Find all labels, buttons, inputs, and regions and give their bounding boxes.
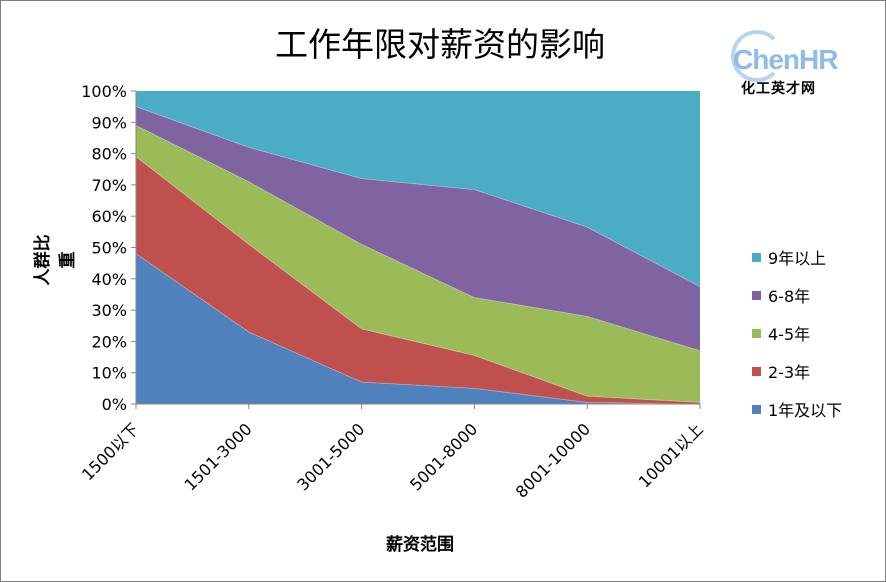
- y-tick-label: 90%: [91, 113, 127, 132]
- chenhr-logo: ChenHR 化工英才网: [727, 30, 867, 100]
- y-tick-label: 20%: [91, 332, 127, 351]
- chart-legend: 9年以上 6-8年 4-5年 2-3年 1年及以下: [752, 238, 842, 428]
- area-series-5: [136, 91, 700, 287]
- logo-subtitle: 化工英才网: [741, 81, 816, 97]
- y-tick-label: 30%: [91, 301, 127, 320]
- legend-item: 4-5年: [752, 314, 842, 352]
- legend-swatch: [752, 404, 761, 414]
- x-tick-label: 10001以上: [635, 419, 707, 491]
- chart-title: 工作年限对薪资的影响: [275, 25, 605, 64]
- y-tick-label: 40%: [91, 270, 127, 289]
- y-tick-label: 80%: [91, 145, 127, 164]
- area-series-2: [136, 156, 700, 404]
- legend-item: 9年以上: [752, 238, 842, 276]
- series-boundary-line: [135, 156, 701, 403]
- y-tick-label: 60%: [91, 207, 127, 226]
- logo-text: ChenHR: [733, 44, 838, 75]
- y-tick-label: 10%: [91, 364, 127, 383]
- legend-label: 9年以上: [768, 249, 827, 268]
- legend-label: 2-3年: [768, 363, 811, 382]
- x-axis-title: 薪资范围: [386, 535, 454, 555]
- area-series-3: [136, 125, 700, 403]
- y-tick-label: 100%: [81, 82, 127, 101]
- legend-swatch: [752, 366, 761, 376]
- area-series-1: [136, 253, 700, 404]
- logo-ring-icon: [731, 30, 783, 82]
- y-tick-label: 70%: [91, 176, 127, 195]
- legend-item: 6-8年: [752, 276, 842, 314]
- legend-swatch: [752, 290, 761, 300]
- y-tick-label: 50%: [91, 239, 127, 258]
- legend-item: 2-3年: [752, 352, 842, 390]
- legend-label: 4-5年: [768, 325, 811, 344]
- legend-label: 6-8年: [768, 287, 811, 306]
- series-boundary-line: [135, 125, 701, 352]
- legend-swatch: [752, 328, 761, 338]
- y-tick-label: 0%: [102, 395, 127, 414]
- series-boundary-line: [135, 253, 701, 405]
- area-series-4: [136, 106, 700, 351]
- x-tick-label: 5001-8000: [406, 419, 481, 494]
- legend-swatch: [752, 252, 761, 262]
- legend-label: 1年及以下: [768, 401, 843, 420]
- x-tick-label: 1500以下: [78, 419, 143, 484]
- x-tick-label: 8001-10000: [512, 419, 594, 501]
- x-tick-label: 1501-3000: [181, 419, 256, 494]
- series-boundary-line: [135, 106, 701, 287]
- legend-item: 1年及以下: [752, 390, 842, 428]
- x-tick-label: 3001-5000: [293, 419, 368, 494]
